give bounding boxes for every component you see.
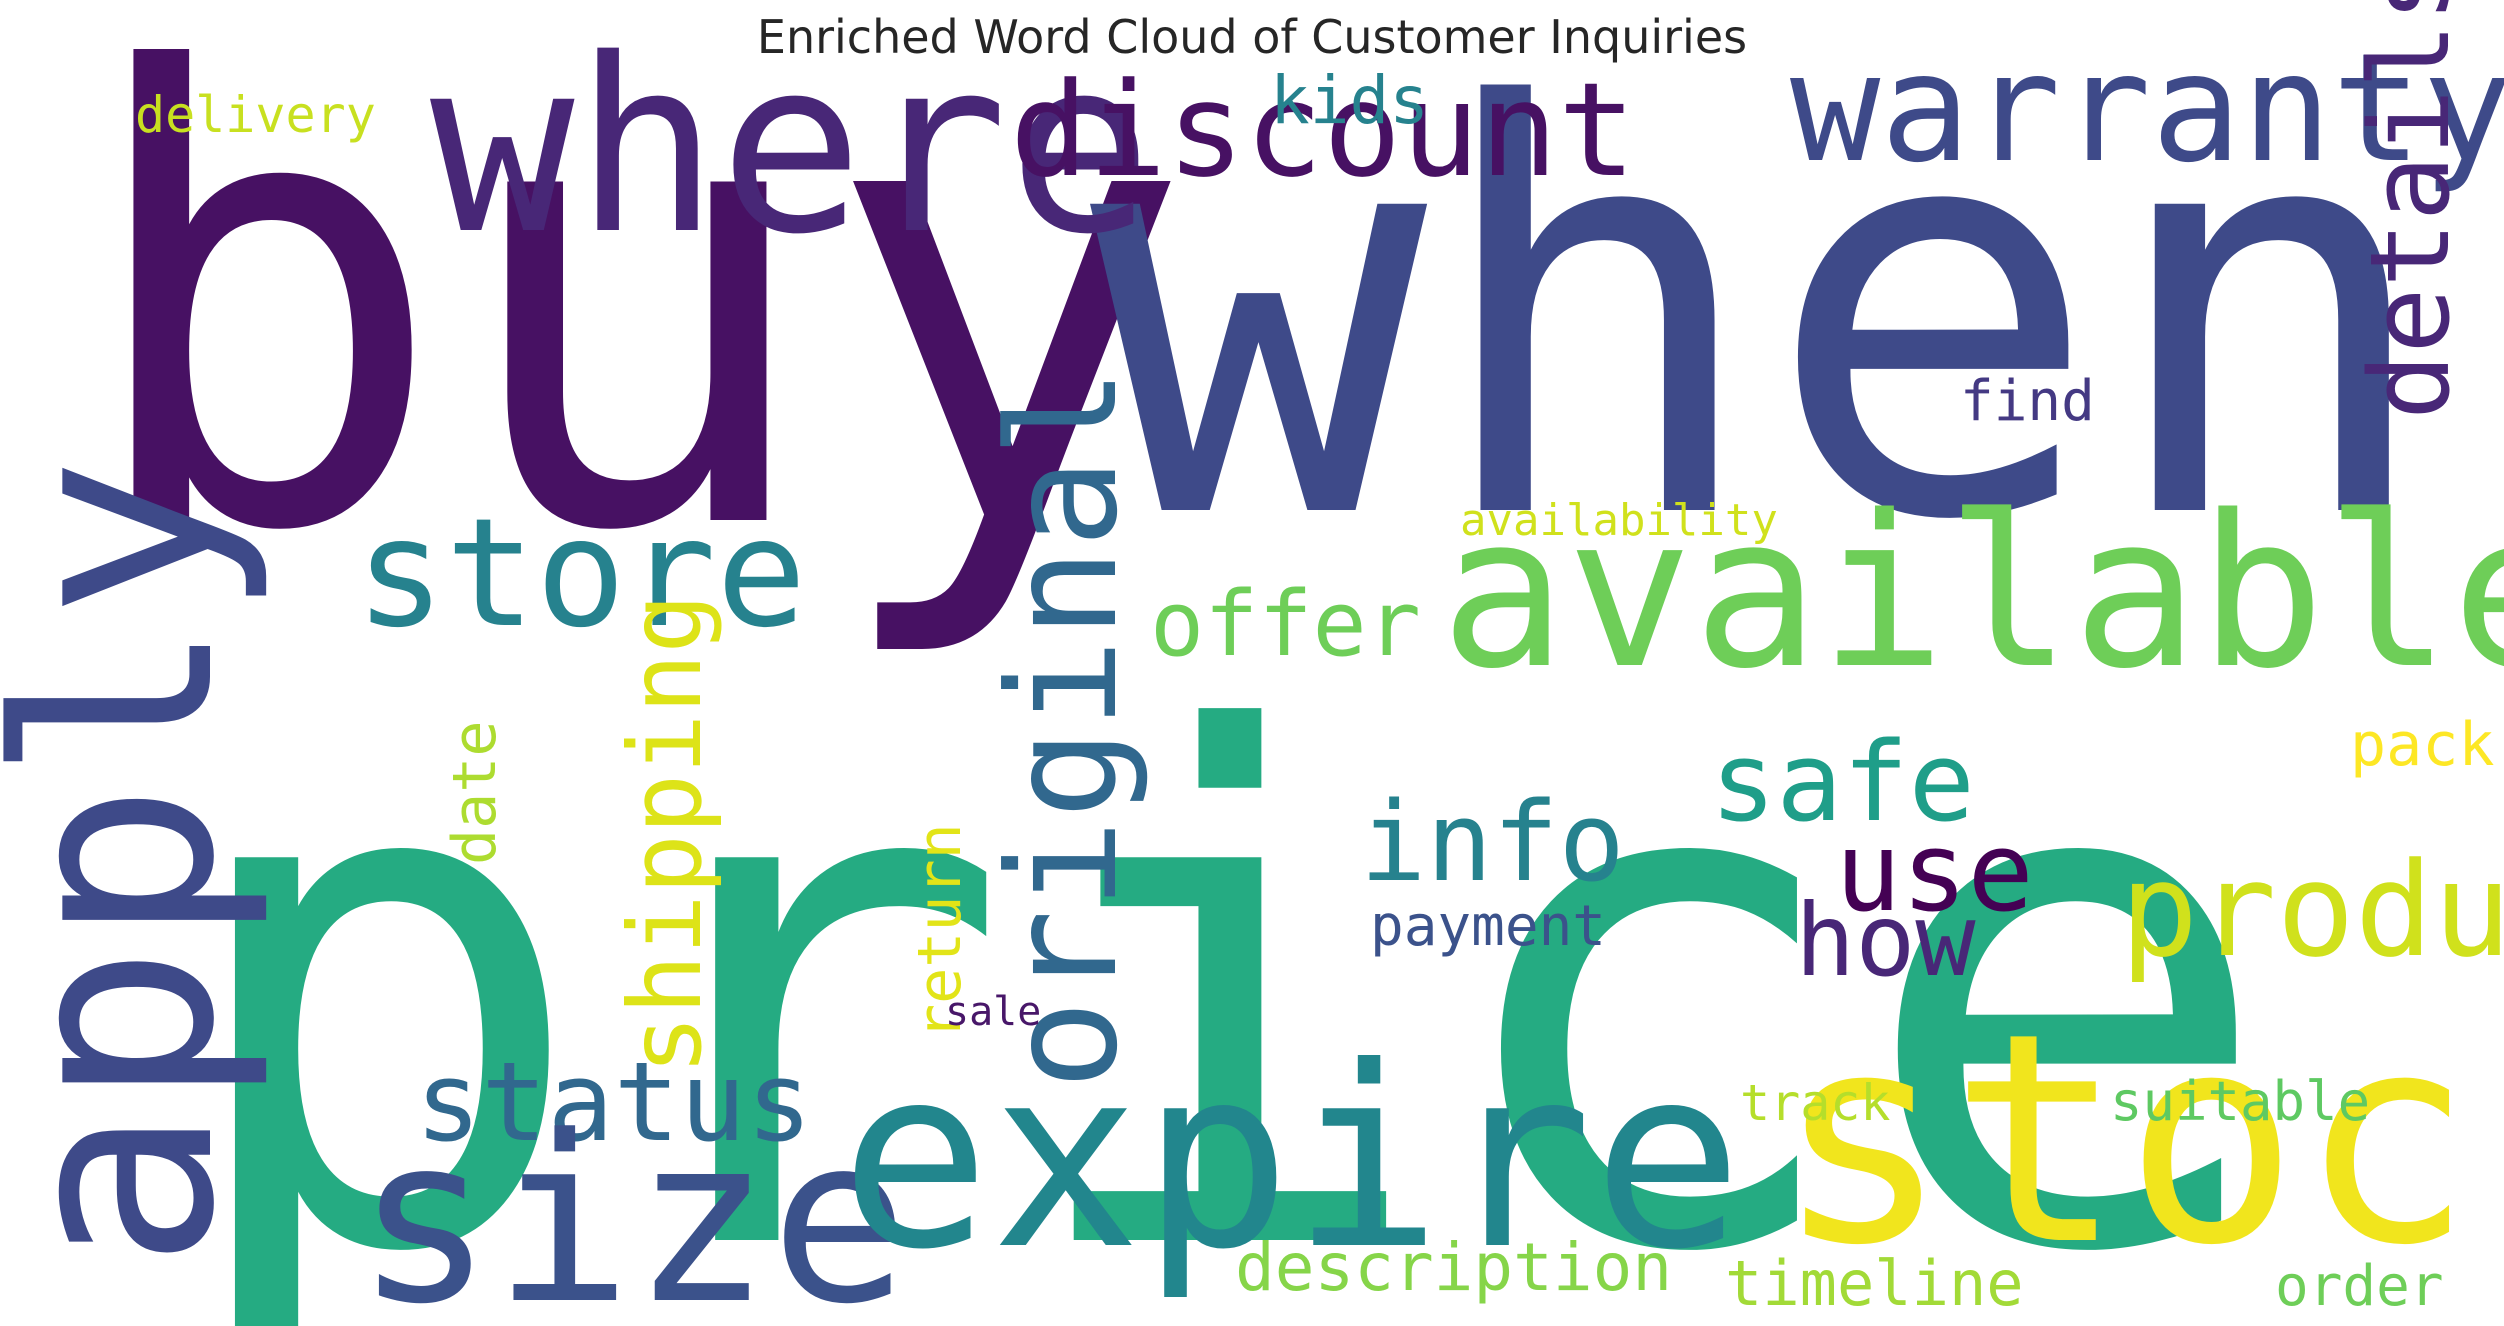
word-kids: kids	[1270, 62, 1429, 139]
word-when: when	[1090, 0, 2439, 643]
word-track: track	[1740, 1074, 1891, 1132]
word-delivery: delivery	[135, 86, 376, 144]
word-return: return	[905, 823, 975, 1040]
word-product: product	[2120, 834, 2504, 986]
word-apply: apply	[0, 457, 274, 1270]
word-safe: safe	[1710, 718, 1975, 846]
word-offer: offer	[1150, 572, 1421, 677]
word-payment: payment	[1370, 894, 1606, 959]
word-size: size	[355, 1088, 909, 1326]
word-suitable: suitable	[2110, 1070, 2370, 1133]
word-discount: discount	[1010, 54, 1636, 206]
word-details: details	[2346, 0, 2474, 420]
word-timeline: timeline	[1725, 1247, 2024, 1320]
word-order: order	[2275, 1254, 2444, 1319]
word-stock: stock	[1775, 972, 2504, 1309]
word-price: price	[170, 591, 2277, 1326]
word-where: where	[430, 7, 1152, 287]
word-how: how	[1795, 882, 1976, 999]
word-date: date	[440, 721, 510, 866]
word-shipping: shipping	[607, 593, 724, 1075]
word-status: status	[415, 1038, 812, 1166]
word-pack: pack	[2350, 710, 2495, 780]
word-original: original	[977, 368, 1151, 1090]
word-store: store	[355, 487, 807, 661]
word-expire: expire	[840, 1013, 1743, 1304]
word-warranty: warranty	[1790, 22, 2504, 196]
word-description: description	[1235, 1229, 1672, 1306]
word-info: info	[1360, 778, 1625, 906]
word-buy: buy	[75, 0, 1195, 667]
word-use: use	[1835, 808, 2034, 936]
word-available: available	[1440, 470, 2504, 715]
word-find: find	[1960, 369, 2095, 434]
word-availability: availability	[1460, 495, 1778, 546]
figure-title: Enriched Word Cloud of Customer Inquirie…	[756, 10, 1748, 64]
word-sale: sale	[945, 989, 1041, 1035]
